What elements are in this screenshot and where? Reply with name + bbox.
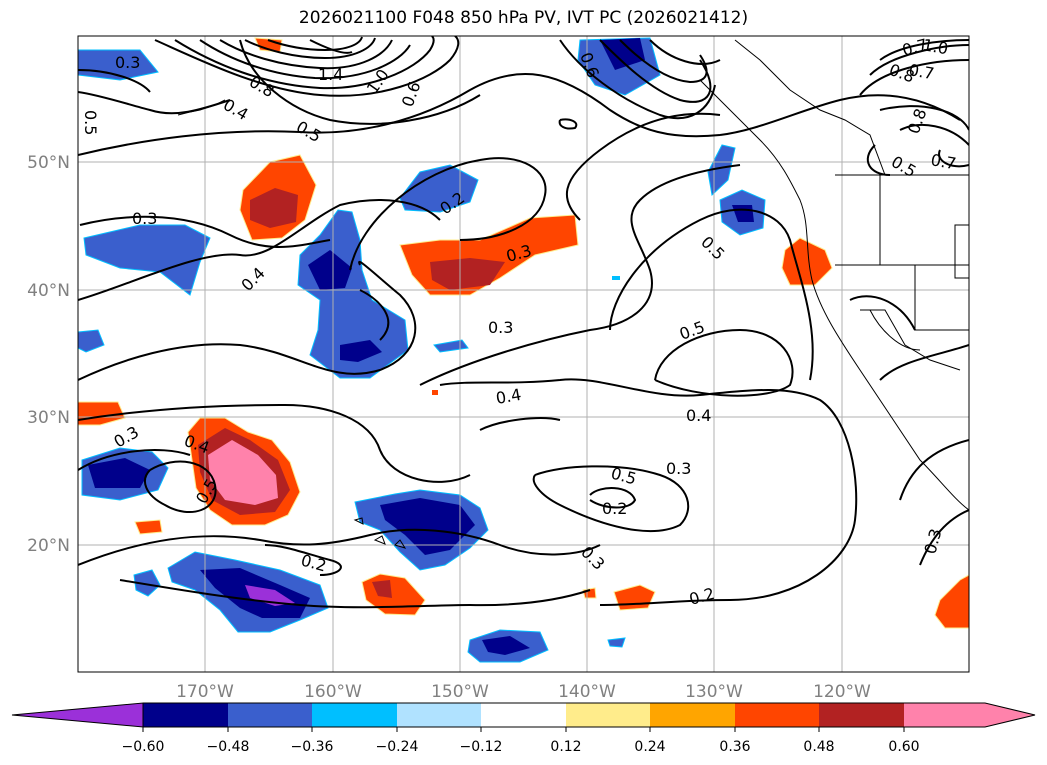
longitude-labels: 170°W 160°W 150°W 140°W 130°W 120°W	[176, 682, 871, 702]
contour-label: 0.7	[907, 60, 935, 83]
lon-tick-label: 130°W	[685, 682, 743, 702]
contour-label: 1.4	[318, 65, 343, 84]
colorbar-extend-high	[904, 703, 1035, 727]
contour-label: 0.3	[132, 209, 157, 228]
contour-label: 0.2	[602, 499, 627, 518]
colorbar-segment	[735, 703, 819, 727]
colorbar-tick-label: 0.60	[888, 739, 919, 755]
colorbar-segment	[481, 703, 566, 727]
contour-label: 0.3	[115, 53, 140, 72]
colorbar-tick-label: −0.12	[460, 739, 503, 755]
colorbar-segment	[228, 703, 312, 727]
colorbar-tick-label: −0.36	[291, 739, 334, 755]
colorbar-tick-label: 0.48	[803, 739, 834, 755]
colorbar-tick-labels: −0.60 −0.48 −0.36 −0.24 −0.12 0.12 0.24 …	[122, 739, 920, 755]
colorbar-tick-label: 0.36	[719, 739, 750, 755]
lat-tick-label: 40°N	[27, 281, 70, 301]
contour-label: 0.3	[488, 318, 513, 337]
lat-tick-label: 20°N	[27, 536, 70, 556]
colorbar-segment	[397, 703, 481, 727]
colorbar-extend-low	[11, 702, 144, 728]
coastlines	[177, 39, 969, 549]
colorbar-tick-label: −0.60	[122, 739, 165, 755]
lon-tick-label: 120°W	[813, 682, 871, 702]
filled-anomalies	[78, 37, 969, 663]
colorbar-tick-label: −0.24	[376, 739, 419, 755]
contour-label: 0.4	[686, 406, 711, 425]
contour-label: 0.3	[666, 459, 691, 478]
lon-tick-label: 170°W	[176, 682, 234, 702]
colorbar	[11, 702, 1036, 728]
lat-tick-label: 30°N	[27, 408, 70, 428]
colorbar-ticks	[142, 727, 905, 732]
colorbar-tick-label: 0.24	[634, 739, 665, 755]
colorbar-segment	[650, 703, 735, 727]
map-title: 2026021100 F048 850 hPa PV, IVT PC (2026…	[298, 8, 749, 28]
contour-label: 1.0	[921, 35, 949, 58]
contour-label: 0.5	[81, 110, 100, 135]
plot-border	[77, 35, 970, 673]
lat-tick-label: 50°N	[27, 153, 70, 173]
contour-label: 0.7	[929, 150, 957, 173]
colorbar-segment	[819, 703, 904, 727]
colorbar-tick-label: 0.12	[550, 739, 581, 755]
lon-tick-label: 160°W	[304, 682, 362, 702]
latitude-labels: 50°N 40°N 30°N 20°N	[27, 153, 70, 556]
colorbar-segment	[143, 703, 228, 727]
colorbar-segment	[566, 703, 650, 727]
contour-label: 0.7	[900, 35, 930, 60]
lon-tick-label: 150°W	[431, 682, 489, 702]
contour-label: 0.4	[494, 385, 522, 408]
contour-lines	[78, 36, 969, 609]
colorbar-segment	[312, 703, 397, 727]
colorbar-tick-label: −0.48	[207, 739, 250, 755]
lon-tick-label: 140°W	[558, 682, 616, 702]
